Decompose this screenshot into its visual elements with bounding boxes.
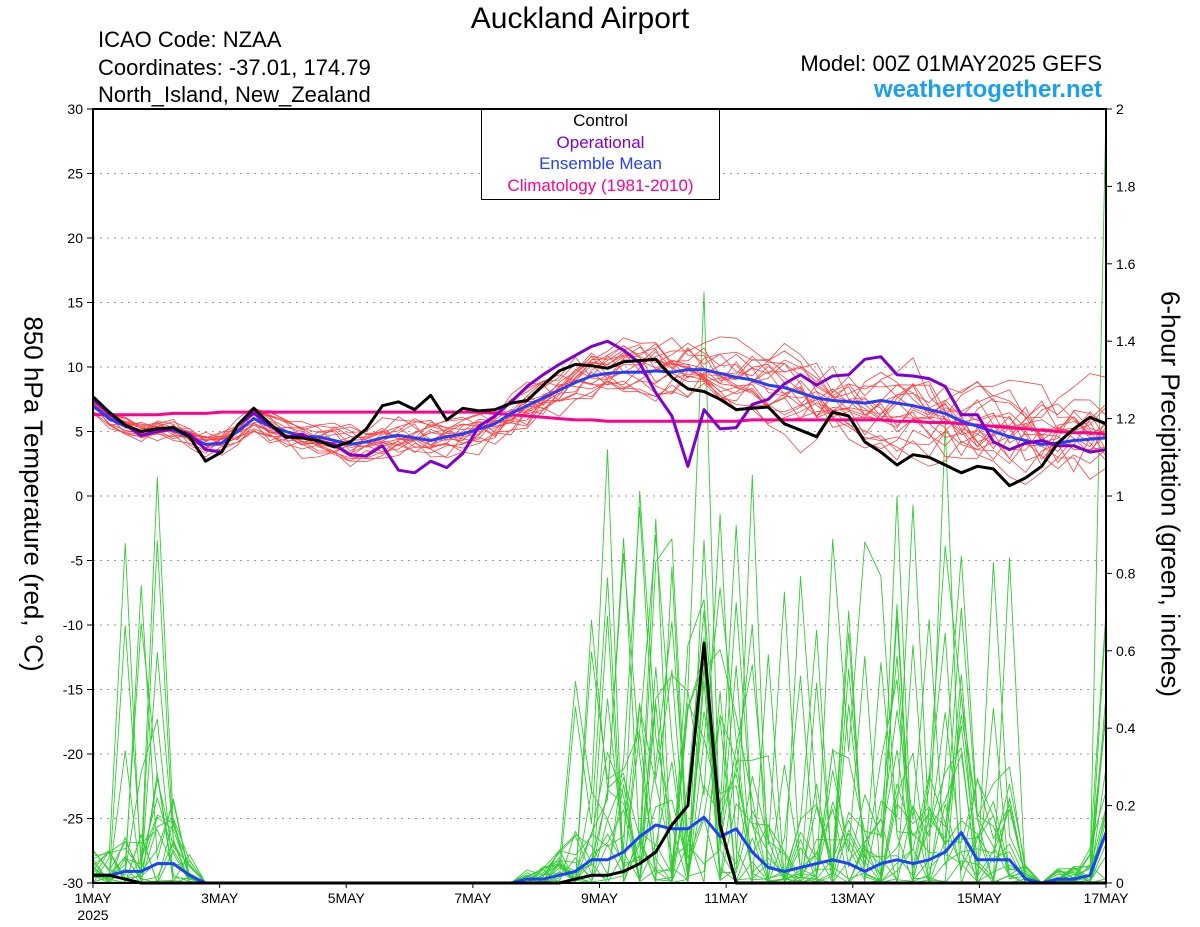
y-tick-label-left: 0 xyxy=(75,488,83,504)
y-tick-label-left: 5 xyxy=(75,424,83,440)
icao-code: ICAO Code: NZAA xyxy=(98,27,282,52)
axis-tick-labels: 302520151050-5-10-15-20-25-3021.81.61.41… xyxy=(63,101,1136,923)
x-tick-label: 17MAY xyxy=(1084,890,1130,906)
y-tick-label-left: 15 xyxy=(67,295,83,311)
y-tick-label-right: 1.6 xyxy=(1116,256,1136,272)
y-axis-label-right: 6-hour Precipitation (green, inches) xyxy=(1155,290,1186,698)
y-tick-label-right: 0.2 xyxy=(1116,798,1136,814)
y-tick-label-left: -25 xyxy=(63,811,83,827)
legend: Control Operational Ensemble Mean Climat… xyxy=(481,109,720,200)
x-tick-label: 3MAY xyxy=(201,890,239,906)
coordinates: Coordinates: -37.01, 174.79 xyxy=(98,55,371,80)
y-tick-label-left: -10 xyxy=(63,617,83,633)
temp-member-line xyxy=(92,373,1107,458)
precip-member-line xyxy=(92,476,1107,884)
y-tick-label-right: 0.6 xyxy=(1116,643,1136,659)
y-tick-label-right: 1.4 xyxy=(1116,333,1136,349)
precip-member-line xyxy=(92,562,1107,884)
y-tick-label-right: 1.2 xyxy=(1116,411,1136,427)
x-tick-label: 11MAY xyxy=(704,890,748,906)
grid-lines xyxy=(93,173,1106,819)
x-tick-label: 9MAY xyxy=(581,890,619,906)
y-tick-label-left: 20 xyxy=(67,230,83,246)
climatology-line xyxy=(93,410,1107,436)
y-tick-label-right: 1.8 xyxy=(1116,178,1136,194)
operational-temp-line xyxy=(92,339,1107,475)
y-tick-label-right: 1 xyxy=(1116,488,1124,504)
y-tick-label-left: 25 xyxy=(67,166,83,182)
temp-member-line xyxy=(92,337,1107,456)
temp-member-line xyxy=(92,356,1107,462)
x-tick-label: 15MAY xyxy=(957,890,1003,906)
legend-control: Control xyxy=(573,111,628,130)
temp-member-line xyxy=(92,366,1107,460)
temp-member-line xyxy=(92,359,1107,460)
control-temp-line xyxy=(91,357,1107,488)
y-axis-label-left: 850 hPa Temperature (red, °C) xyxy=(18,316,49,672)
y-tick-label-right: 0 xyxy=(1116,875,1124,891)
precip-member-line xyxy=(92,474,1107,884)
y-tick-label-right: 0.8 xyxy=(1116,565,1136,581)
x-tick-label: 1MAY xyxy=(74,890,112,906)
site-link[interactable]: weathertogether.net xyxy=(873,76,1102,103)
axis-ticks xyxy=(87,108,1112,888)
x-tick-label: 5MAY xyxy=(328,890,366,906)
temp-member-line xyxy=(92,336,1107,459)
legend-climatology: Climatology (1981-2010) xyxy=(507,175,694,195)
precip-member-line xyxy=(92,490,1107,884)
y-tick-label-right: 0.4 xyxy=(1116,720,1136,736)
y-tick-label-left: 30 xyxy=(67,101,83,117)
y-tick-label-left: -5 xyxy=(71,553,84,569)
temp-member-line xyxy=(92,344,1107,459)
x-tick-label: 13MAY xyxy=(830,890,876,906)
x-year-label: 2025 xyxy=(77,907,108,923)
model-run: Model: 00Z 01MAY2025 GEFS xyxy=(800,51,1102,76)
chart-title: Auckland Airport xyxy=(470,2,690,35)
x-tick-label: 7MAY xyxy=(454,890,492,906)
y-tick-label-left: -30 xyxy=(63,875,83,891)
y-tick-label-left: -20 xyxy=(63,746,83,762)
y-tick-label-left: -15 xyxy=(63,682,83,698)
legend-operational: Operational xyxy=(556,132,645,152)
y-tick-label-left: 10 xyxy=(67,359,83,375)
ensemble-mean-temp-line xyxy=(92,368,1107,446)
temp-member-line xyxy=(92,352,1107,467)
region-name: North_Island, New_Zealand xyxy=(98,82,371,107)
legend-ensemble-mean: Ensemble Mean xyxy=(539,154,662,173)
y-tick-label-right: 2 xyxy=(1116,101,1124,117)
